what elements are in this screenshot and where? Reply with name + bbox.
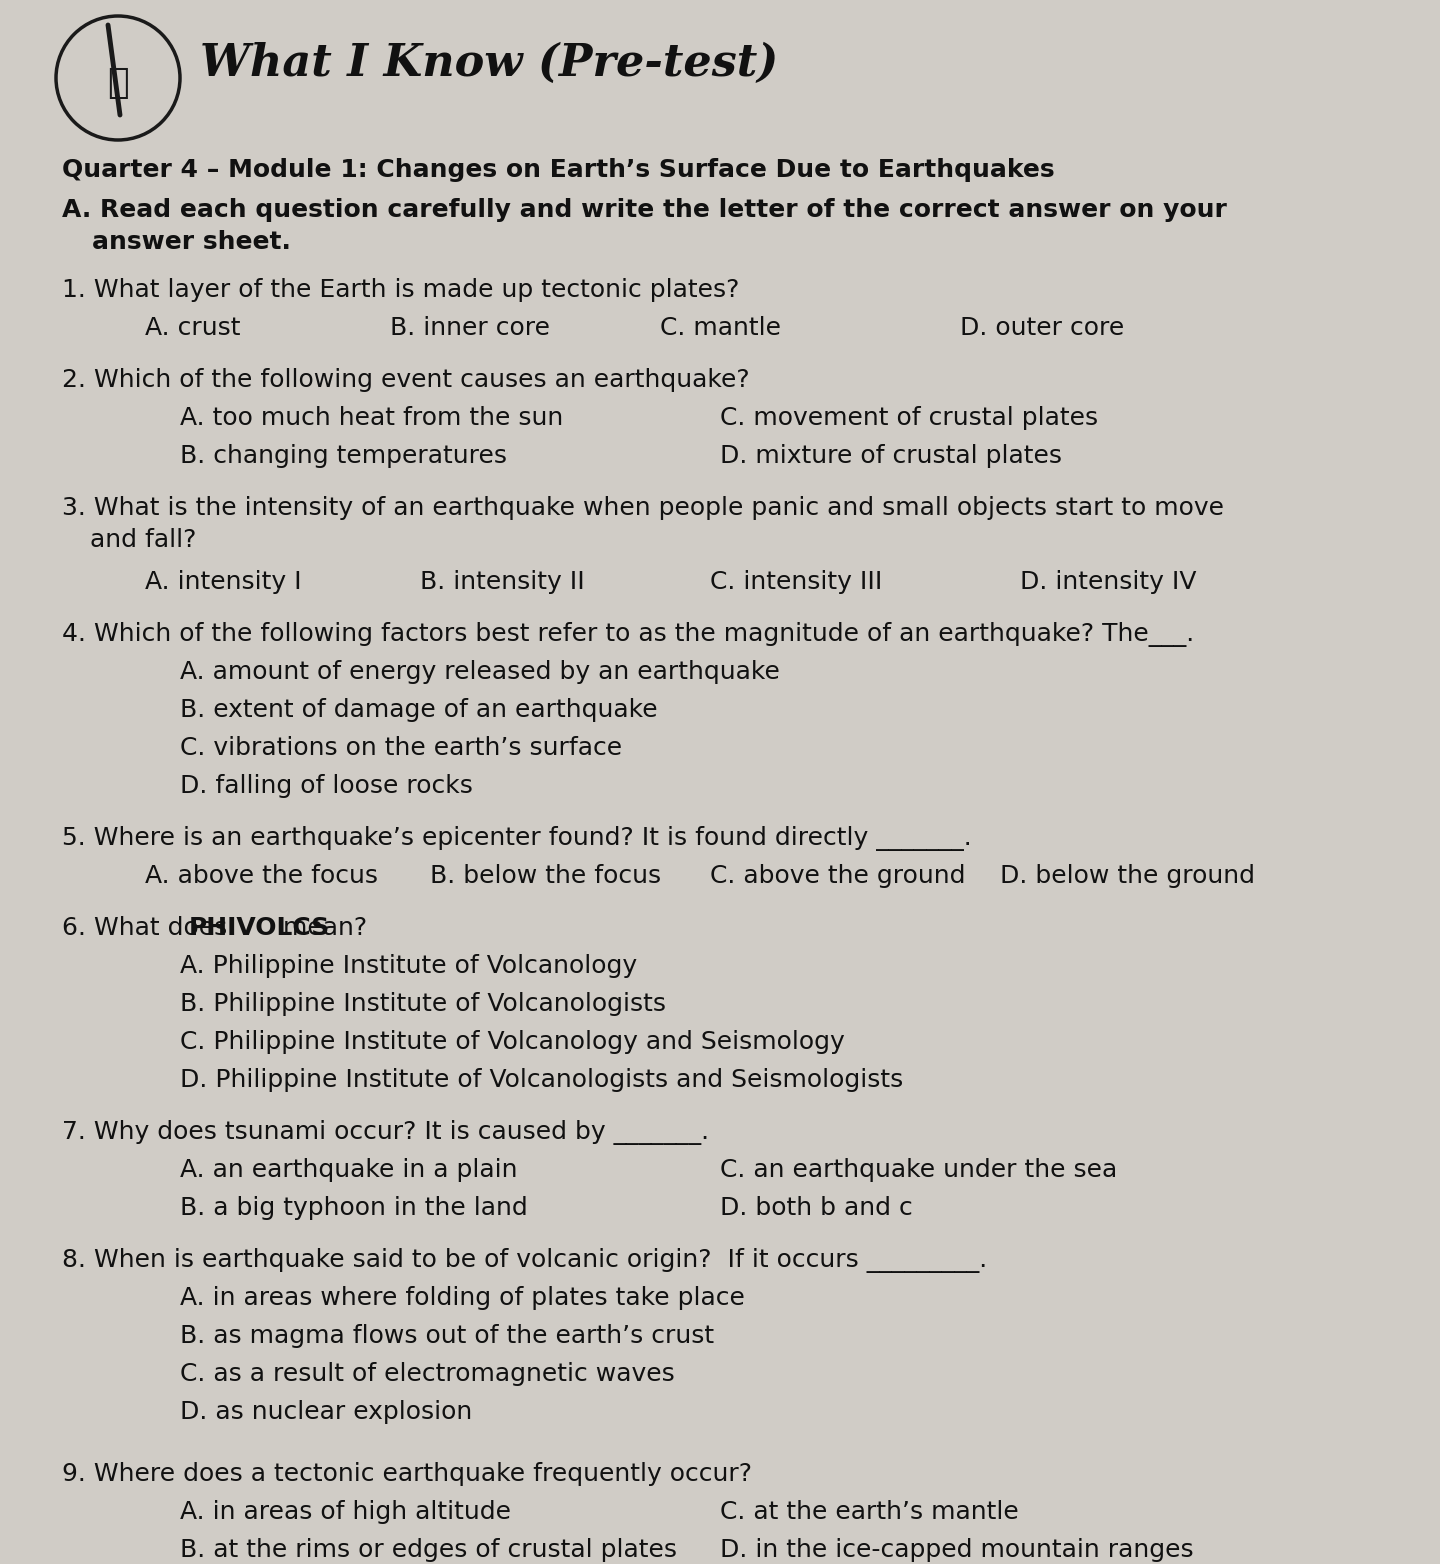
Text: B. changing temperatures: B. changing temperatures — [180, 444, 507, 468]
Text: A. Philippine Institute of Volcanology: A. Philippine Institute of Volcanology — [180, 954, 636, 978]
Text: and fall?: and fall? — [89, 529, 196, 552]
Text: 3. What is the intensity of an earthquake when people panic and small objects st: 3. What is the intensity of an earthquak… — [62, 496, 1224, 519]
Text: A. above the focus: A. above the focus — [145, 863, 377, 888]
Text: 8. When is earthquake said to be of volcanic origin?  If it occurs _________.: 8. When is earthquake said to be of volc… — [62, 1248, 988, 1273]
Text: 4. Which of the following factors best refer to as the magnitude of an earthquak: 4. Which of the following factors best r… — [62, 622, 1194, 647]
Text: D. in the ice-capped mountain ranges: D. in the ice-capped mountain ranges — [720, 1537, 1194, 1562]
Text: A. an earthquake in a plain: A. an earthquake in a plain — [180, 1157, 517, 1182]
Text: C. as a result of electromagnetic waves: C. as a result of electromagnetic waves — [180, 1362, 675, 1386]
Text: C. movement of crustal plates: C. movement of crustal plates — [720, 407, 1099, 430]
Text: 1. What layer of the Earth is made up tectonic plates?: 1. What layer of the Earth is made up te… — [62, 278, 739, 302]
Text: A. Read each question carefully and write the letter of the correct answer on yo: A. Read each question carefully and writ… — [62, 199, 1227, 222]
Text: D. Philippine Institute of Volcanologists and Seismologists: D. Philippine Institute of Volcanologist… — [180, 1068, 903, 1092]
Text: A. too much heat from the sun: A. too much heat from the sun — [180, 407, 563, 430]
Text: C. Philippine Institute of Volcanology and Seismology: C. Philippine Institute of Volcanology a… — [180, 1031, 845, 1054]
Text: C. vibrations on the earth’s surface: C. vibrations on the earth’s surface — [180, 737, 622, 760]
Text: What I Know (Pre-test): What I Know (Pre-test) — [200, 42, 778, 84]
Text: D. as nuclear explosion: D. as nuclear explosion — [180, 1400, 472, 1423]
Text: D. below the ground: D. below the ground — [999, 863, 1256, 888]
Text: A. crust: A. crust — [145, 316, 240, 339]
Text: ✊: ✊ — [107, 66, 128, 100]
Text: D. both b and c: D. both b and c — [720, 1196, 913, 1220]
Text: A. in areas where folding of plates take place: A. in areas where folding of plates take… — [180, 1286, 744, 1311]
Text: B. intensity II: B. intensity II — [420, 569, 585, 594]
Text: B. inner core: B. inner core — [390, 316, 550, 339]
Text: answer sheet.: answer sheet. — [92, 230, 291, 253]
Text: mean?: mean? — [275, 917, 367, 940]
Text: A. in areas of high altitude: A. in areas of high altitude — [180, 1500, 511, 1523]
Text: D. mixture of crustal plates: D. mixture of crustal plates — [720, 444, 1063, 468]
Text: 7. Why does tsunami occur? It is caused by _______.: 7. Why does tsunami occur? It is caused … — [62, 1120, 708, 1145]
Text: D. intensity IV: D. intensity IV — [1020, 569, 1197, 594]
Text: B. as magma flows out of the earth’s crust: B. as magma flows out of the earth’s cru… — [180, 1325, 714, 1348]
Text: B. extent of damage of an earthquake: B. extent of damage of an earthquake — [180, 698, 658, 723]
Text: 2. Which of the following event causes an earthquake?: 2. Which of the following event causes a… — [62, 368, 750, 393]
Text: PHIVOLCS: PHIVOLCS — [189, 917, 330, 940]
Text: B. below the focus: B. below the focus — [431, 863, 661, 888]
Text: B. Philippine Institute of Volcanologists: B. Philippine Institute of Volcanologist… — [180, 992, 665, 1017]
Text: 6. What does: 6. What does — [62, 917, 235, 940]
Text: C. at the earth’s mantle: C. at the earth’s mantle — [720, 1500, 1018, 1523]
Text: C. an earthquake under the sea: C. an earthquake under the sea — [720, 1157, 1117, 1182]
Text: C. above the ground: C. above the ground — [710, 863, 965, 888]
Text: 9. Where does a tectonic earthquake frequently occur?: 9. Where does a tectonic earthquake freq… — [62, 1462, 752, 1486]
Text: C. intensity III: C. intensity III — [710, 569, 883, 594]
Text: B. at the rims or edges of crustal plates: B. at the rims or edges of crustal plate… — [180, 1537, 677, 1562]
Text: B. a big typhoon in the land: B. a big typhoon in the land — [180, 1196, 527, 1220]
Text: 5. Where is an earthquake’s epicenter found? It is found directly _______.: 5. Where is an earthquake’s epicenter fo… — [62, 826, 972, 851]
Text: A. intensity I: A. intensity I — [145, 569, 301, 594]
Text: D. outer core: D. outer core — [960, 316, 1125, 339]
Text: A. amount of energy released by an earthquake: A. amount of energy released by an earth… — [180, 660, 780, 683]
Text: C. mantle: C. mantle — [660, 316, 780, 339]
Text: Quarter 4 – Module 1: Changes on Earth’s Surface Due to Earthquakes: Quarter 4 – Module 1: Changes on Earth’s… — [62, 158, 1054, 181]
Text: D. falling of loose rocks: D. falling of loose rocks — [180, 774, 472, 798]
